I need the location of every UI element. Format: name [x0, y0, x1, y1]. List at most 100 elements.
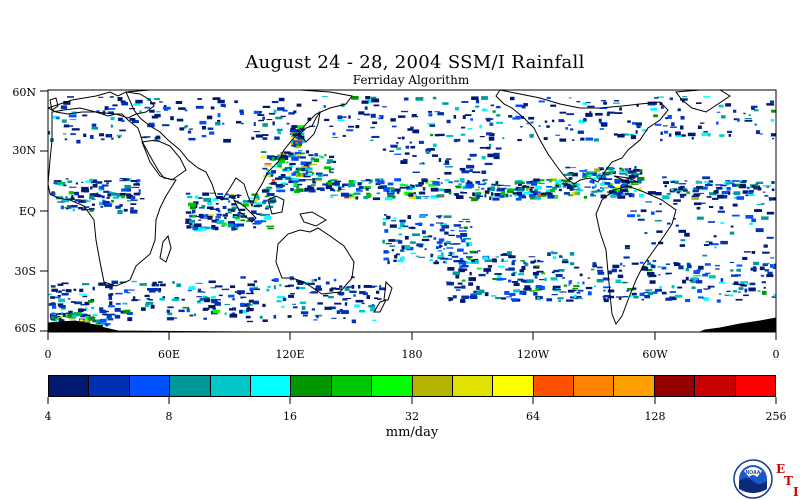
- rainfall-cell: [72, 314, 76, 319]
- rainfall-cell: [645, 268, 653, 272]
- rainfall-cell: [563, 173, 570, 176]
- rainfall-cell: [334, 182, 340, 186]
- rainfall-cell: [603, 289, 606, 292]
- rainfall-cell: [546, 96, 551, 99]
- rainfall-cell: [399, 186, 406, 189]
- rainfall-cell: [729, 231, 735, 235]
- rainfall-cell: [71, 301, 76, 303]
- rainfall-cell: [422, 196, 430, 198]
- rainfall-cell: [231, 203, 237, 206]
- rainfall-cell: [591, 186, 596, 189]
- rainfall-cell: [65, 196, 68, 199]
- rainfall-cell: [460, 133, 466, 136]
- rainfall-cell: [400, 256, 405, 261]
- rainfall-cell: [467, 128, 473, 130]
- rainfall-cell: [382, 106, 387, 108]
- rainfall-cell: [502, 137, 505, 139]
- rainfall-cell: [468, 139, 474, 143]
- rainfall-cell: [262, 319, 268, 322]
- rainfall-cell: [440, 257, 449, 260]
- rainfall-cell: [216, 220, 225, 224]
- rainfall-cell: [472, 192, 476, 197]
- rainfall-cell: [379, 287, 387, 291]
- rainfall-cell: [373, 104, 380, 107]
- rainfall-cell: [564, 183, 571, 187]
- lon-label-60e: 60E: [157, 348, 181, 361]
- rainfall-cell: [559, 138, 567, 142]
- rainfall-cell: [504, 185, 511, 187]
- rainfall-cell: [496, 186, 500, 189]
- rainfall-cell: [616, 186, 620, 190]
- rainfall-cell: [720, 278, 724, 282]
- rainfall-cell: [680, 187, 687, 190]
- rainfall-cell: [701, 132, 709, 136]
- rainfall-cell: [299, 139, 303, 142]
- rainfall-cell: [85, 180, 91, 183]
- rainfall-cell: [158, 290, 161, 293]
- rainfall-cell: [228, 210, 231, 212]
- rainfall-cell: [246, 292, 254, 295]
- rainfall-cell: [184, 109, 188, 112]
- rainfall-cell: [631, 292, 637, 296]
- rainfall-cell: [269, 197, 276, 201]
- rainfall-cell: [611, 268, 617, 273]
- rainfall-cell: [102, 110, 106, 115]
- rainfall-cell: [550, 104, 557, 107]
- rainfall-cell: [424, 248, 427, 250]
- rainfall-cell: [80, 303, 88, 306]
- lon-label-0: 0: [44, 348, 52, 361]
- rainfall-cell: [203, 227, 207, 231]
- rainfall-cell: [454, 286, 463, 289]
- rainfall-cell: [544, 120, 548, 123]
- rainfall-cell: [668, 133, 672, 137]
- rainfall-cell: [305, 179, 314, 181]
- rainfall-cell: [89, 209, 94, 212]
- rainfall-cell: [249, 307, 254, 311]
- rainfall-cell: [207, 127, 214, 130]
- rainfall-cell: [288, 180, 295, 184]
- rainfall-cell: [421, 186, 424, 188]
- rainfall-cell: [530, 186, 535, 189]
- rainfall-cell: [61, 319, 65, 322]
- rainfall-cell: [229, 313, 238, 318]
- rainfall-cell: [187, 195, 193, 199]
- rainfall-cell: [551, 251, 558, 255]
- rainfall-cell: [316, 172, 323, 176]
- rainfall-cell: [511, 261, 515, 266]
- rainfall-cell: [558, 269, 565, 272]
- rainfall-cell: [415, 184, 423, 187]
- rainfall-cell: [597, 189, 600, 191]
- rainfall-cell: [467, 158, 471, 161]
- rainfall-cell: [97, 322, 101, 325]
- rainfall-cell: [695, 280, 703, 284]
- sumatra-outline: [232, 198, 257, 223]
- rainfall-cell: [466, 164, 474, 169]
- rainfall-cell: [428, 113, 433, 117]
- rainfall-cell: [171, 298, 180, 302]
- rainfall-cell: [328, 296, 334, 299]
- rainfall-cell: [351, 96, 359, 100]
- rainfall-cell: [542, 285, 545, 290]
- rainfall-cell: [287, 315, 292, 318]
- eti-letter-e: E: [776, 462, 786, 476]
- rainfall-cell: [624, 193, 633, 196]
- rainfall-cell: [631, 262, 639, 265]
- rainfall-cell: [57, 201, 65, 203]
- rainfall-cell: [614, 100, 620, 102]
- rainfall-cell: [748, 193, 755, 196]
- rainfall-cell: [463, 237, 471, 240]
- chart-subtitle: Ferriday Algorithm: [352, 73, 470, 87]
- rainfall-cell: [264, 195, 269, 198]
- rainfall-cell: [104, 180, 112, 183]
- rainfall-cell: [248, 197, 256, 199]
- rainfall-cell: [382, 218, 390, 221]
- rainfall-cell: [368, 96, 377, 99]
- rainfall-cell: [529, 193, 536, 198]
- rainfall-cell: [193, 223, 202, 228]
- rainfall-cell: [755, 183, 758, 187]
- rainfall-cell: [633, 172, 638, 176]
- rainfall-cell: [104, 310, 109, 313]
- antarctica-landmass: [48, 317, 776, 332]
- rainfall-cell: [78, 207, 83, 210]
- rainfall-cell: [312, 180, 316, 184]
